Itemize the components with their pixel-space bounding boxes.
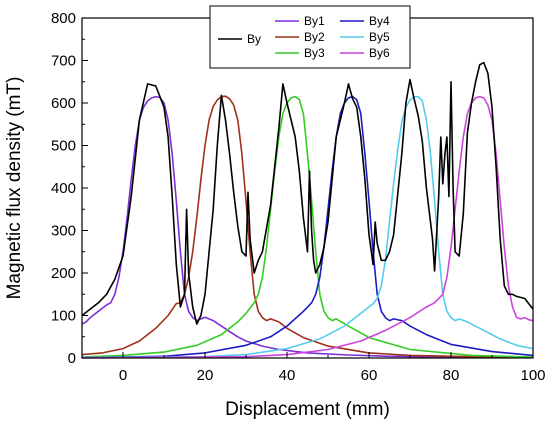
- x-tick-label-0: 0: [119, 367, 127, 384]
- x-tick-label-60: 60: [361, 367, 378, 384]
- series-line-by6: [81, 95, 534, 359]
- y-tick-label-800: 800: [51, 10, 76, 27]
- y-axis-label: Magnetic flux density (mT): [4, 77, 25, 300]
- legend-item-by: By: [218, 32, 261, 46]
- x-axis: 0 20 40 60 80 100: [81, 352, 546, 384]
- x-tick-label-100: 100: [520, 367, 545, 384]
- y-tick-label-0: 0: [68, 350, 76, 367]
- legend-item-by5: By5: [340, 30, 390, 44]
- legend-label-by2: By2: [304, 30, 325, 44]
- legend-label-by4: By4: [369, 14, 390, 28]
- legend-item-by3: By3: [275, 46, 325, 60]
- x-tick-label-20: 20: [197, 367, 214, 384]
- y-axis: 0 100 200 300 400 500 600 700 800: [51, 10, 88, 367]
- series-line-by5: [81, 95, 534, 359]
- series-line-by3: [81, 95, 534, 358]
- series-line-by4: [81, 95, 534, 359]
- y-tick-label-200: 200: [51, 265, 76, 282]
- series-line-by: [81, 61, 534, 325]
- legend-item-by6: By6: [340, 46, 390, 60]
- legend-item-by2: By2: [275, 30, 325, 44]
- x-tick-label-40: 40: [279, 367, 296, 384]
- y-tick-label-500: 500: [51, 138, 76, 155]
- legend: By By1 By2 By3 By4 By5 By6: [209, 5, 411, 69]
- legend-label-by5: By5: [369, 30, 390, 44]
- legend-label-by1: By1: [304, 14, 325, 28]
- legend-box: [209, 5, 411, 69]
- y-tick-label-700: 700: [51, 53, 76, 70]
- legend-label-by: By: [247, 32, 261, 46]
- series-layer: [81, 61, 534, 359]
- legend-label-by6: By6: [369, 46, 390, 60]
- x-axis-label: Displacement (mm): [225, 399, 390, 420]
- y-tick-label-100: 100: [51, 308, 76, 325]
- y-tick-label-600: 600: [51, 95, 76, 112]
- y-tick-label-400: 400: [51, 180, 76, 197]
- y-tick-label-300: 300: [51, 223, 76, 240]
- legend-label-by3: By3: [304, 46, 325, 60]
- legend-item-by1: By1: [275, 14, 325, 28]
- legend-item-by4: By4: [340, 14, 390, 28]
- x-tick-label-80: 80: [443, 367, 460, 384]
